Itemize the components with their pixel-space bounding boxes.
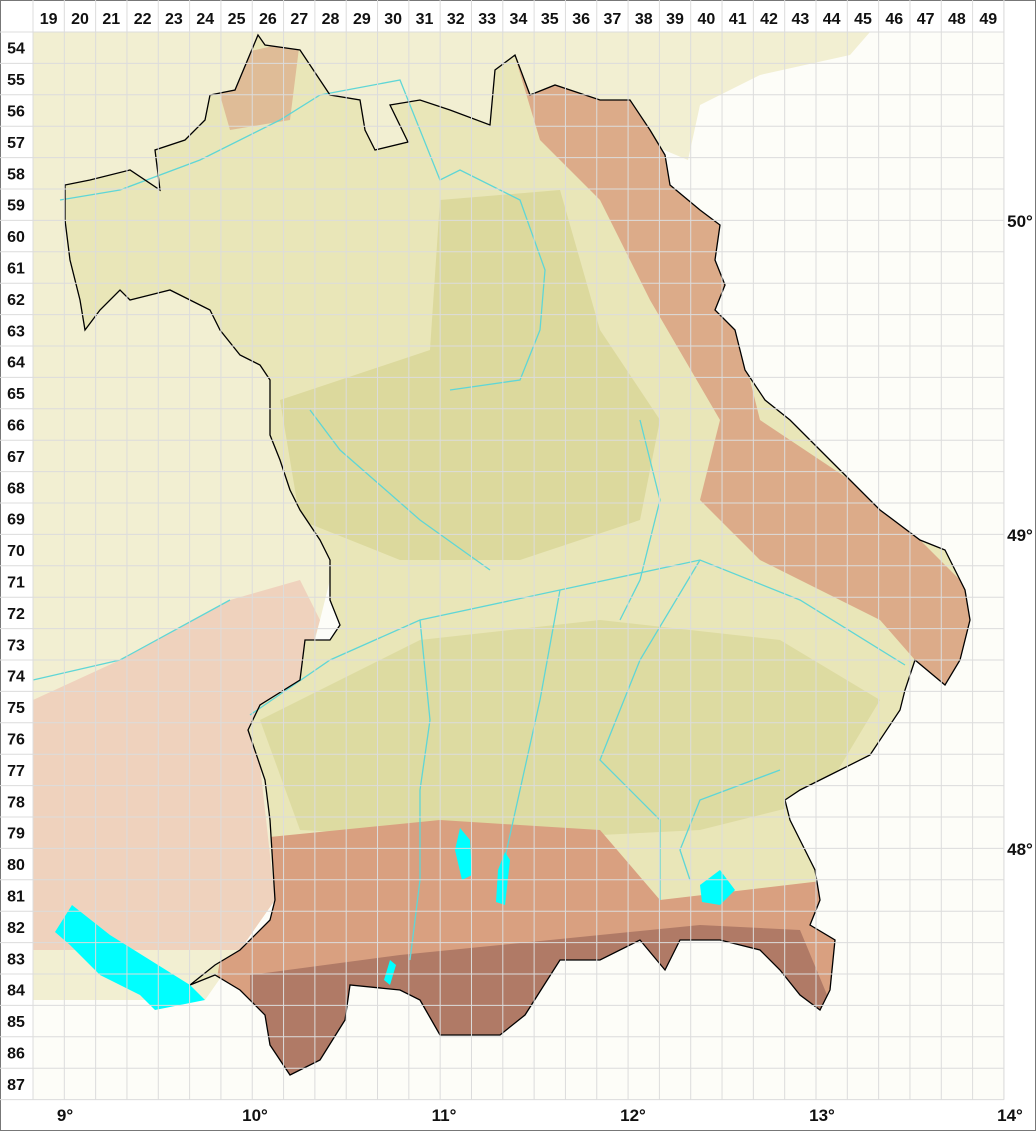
latitude-label: 50° — [1007, 212, 1033, 231]
grid-labels: 19 20 21 22 23 24 25 26 27 28 29 30 31 32 33 34 35 36 37 38… — [7, 11, 1033, 1125]
column-label: 30 — [384, 11, 402, 28]
column-label: 46 — [885, 11, 903, 28]
row-label: 61 — [7, 261, 25, 278]
column-label: 25 — [228, 11, 246, 28]
row-label: 63 — [7, 323, 25, 340]
grid-lines — [0, 0, 1005, 1101]
row-label: 84 — [7, 983, 25, 1000]
lake-chiemsee — [700, 870, 735, 905]
row-label: 87 — [7, 1077, 25, 1094]
column-label: 20 — [71, 11, 89, 28]
column-label: 33 — [478, 11, 496, 28]
row-label: 86 — [7, 1046, 25, 1063]
column-label: 29 — [353, 11, 371, 28]
row-label: 73 — [7, 637, 25, 654]
row-label: 85 — [7, 1014, 25, 1031]
row-label: 72 — [7, 606, 25, 623]
column-label: 39 — [666, 11, 684, 28]
column-label: 31 — [416, 11, 434, 28]
river — [679, 769, 781, 881]
row-label: 75 — [7, 700, 25, 717]
neighbour-highland — [33, 580, 320, 950]
latitude-label: 49° — [1007, 526, 1033, 545]
row-label: 69 — [7, 512, 25, 529]
row-label: 68 — [7, 480, 25, 497]
column-label: 42 — [760, 11, 778, 28]
longitude-label: 11° — [432, 1106, 457, 1125]
column-label: 27 — [290, 11, 308, 28]
row-label: 54 — [7, 41, 25, 58]
row-label: 65 — [7, 386, 25, 403]
lake-forggensee — [384, 960, 396, 985]
row-label: 57 — [7, 135, 25, 152]
column-label: 43 — [791, 11, 809, 28]
row-label: 64 — [7, 355, 25, 372]
column-label: 35 — [541, 11, 559, 28]
row-label: 81 — [7, 889, 25, 906]
longitude-label: 13° — [809, 1106, 835, 1125]
river — [619, 419, 661, 621]
longitude-label: 10° — [242, 1106, 268, 1125]
column-label: 19 — [40, 11, 58, 28]
column-label: 32 — [447, 11, 465, 28]
row-label: 71 — [7, 575, 25, 592]
column-label: 40 — [697, 11, 715, 28]
lake-constance — [55, 905, 205, 1010]
row-label: 79 — [7, 826, 25, 843]
column-label: 21 — [102, 11, 120, 28]
longitude-label: 14° — [997, 1106, 1023, 1125]
longitude-label: 12° — [620, 1106, 646, 1125]
column-label: 38 — [635, 11, 653, 28]
row-label: 55 — [7, 72, 25, 89]
column-label: 24 — [196, 11, 214, 28]
row-label: 77 — [7, 763, 25, 780]
column-label: 22 — [134, 11, 152, 28]
column-label: 23 — [165, 11, 183, 28]
row-label: 78 — [7, 794, 25, 811]
row-label: 67 — [7, 449, 25, 466]
lake-ammersee — [455, 828, 472, 880]
column-label: 41 — [729, 11, 747, 28]
bavaria-border — [64, 33, 971, 1076]
row-label: 76 — [7, 732, 25, 749]
row-label: 82 — [7, 920, 25, 937]
column-label: 49 — [979, 11, 997, 28]
row-label: 74 — [7, 669, 25, 686]
row-label: 83 — [7, 951, 25, 968]
river — [499, 589, 561, 881]
column-label: 37 — [604, 11, 622, 28]
column-label: 45 — [854, 11, 872, 28]
row-label: 56 — [7, 104, 25, 121]
river — [409, 619, 431, 961]
row-label: 80 — [7, 857, 25, 874]
row-label: 59 — [7, 198, 25, 215]
upland-south — [260, 620, 880, 840]
column-label: 47 — [917, 11, 935, 28]
column-label: 48 — [948, 11, 966, 28]
row-label: 58 — [7, 166, 25, 183]
column-label: 36 — [572, 11, 590, 28]
row-label: 66 — [7, 418, 25, 435]
column-label: 34 — [510, 11, 528, 28]
river — [599, 559, 701, 900]
river — [309, 409, 491, 571]
row-label: 60 — [7, 229, 25, 246]
column-label: 26 — [259, 11, 277, 28]
latitude-label: 48° — [1007, 840, 1033, 859]
longitude-label: 9° — [57, 1106, 73, 1125]
column-label: 44 — [823, 11, 841, 28]
column-label: 28 — [322, 11, 340, 28]
row-label: 70 — [7, 543, 25, 560]
row-label: 62 — [7, 292, 25, 309]
